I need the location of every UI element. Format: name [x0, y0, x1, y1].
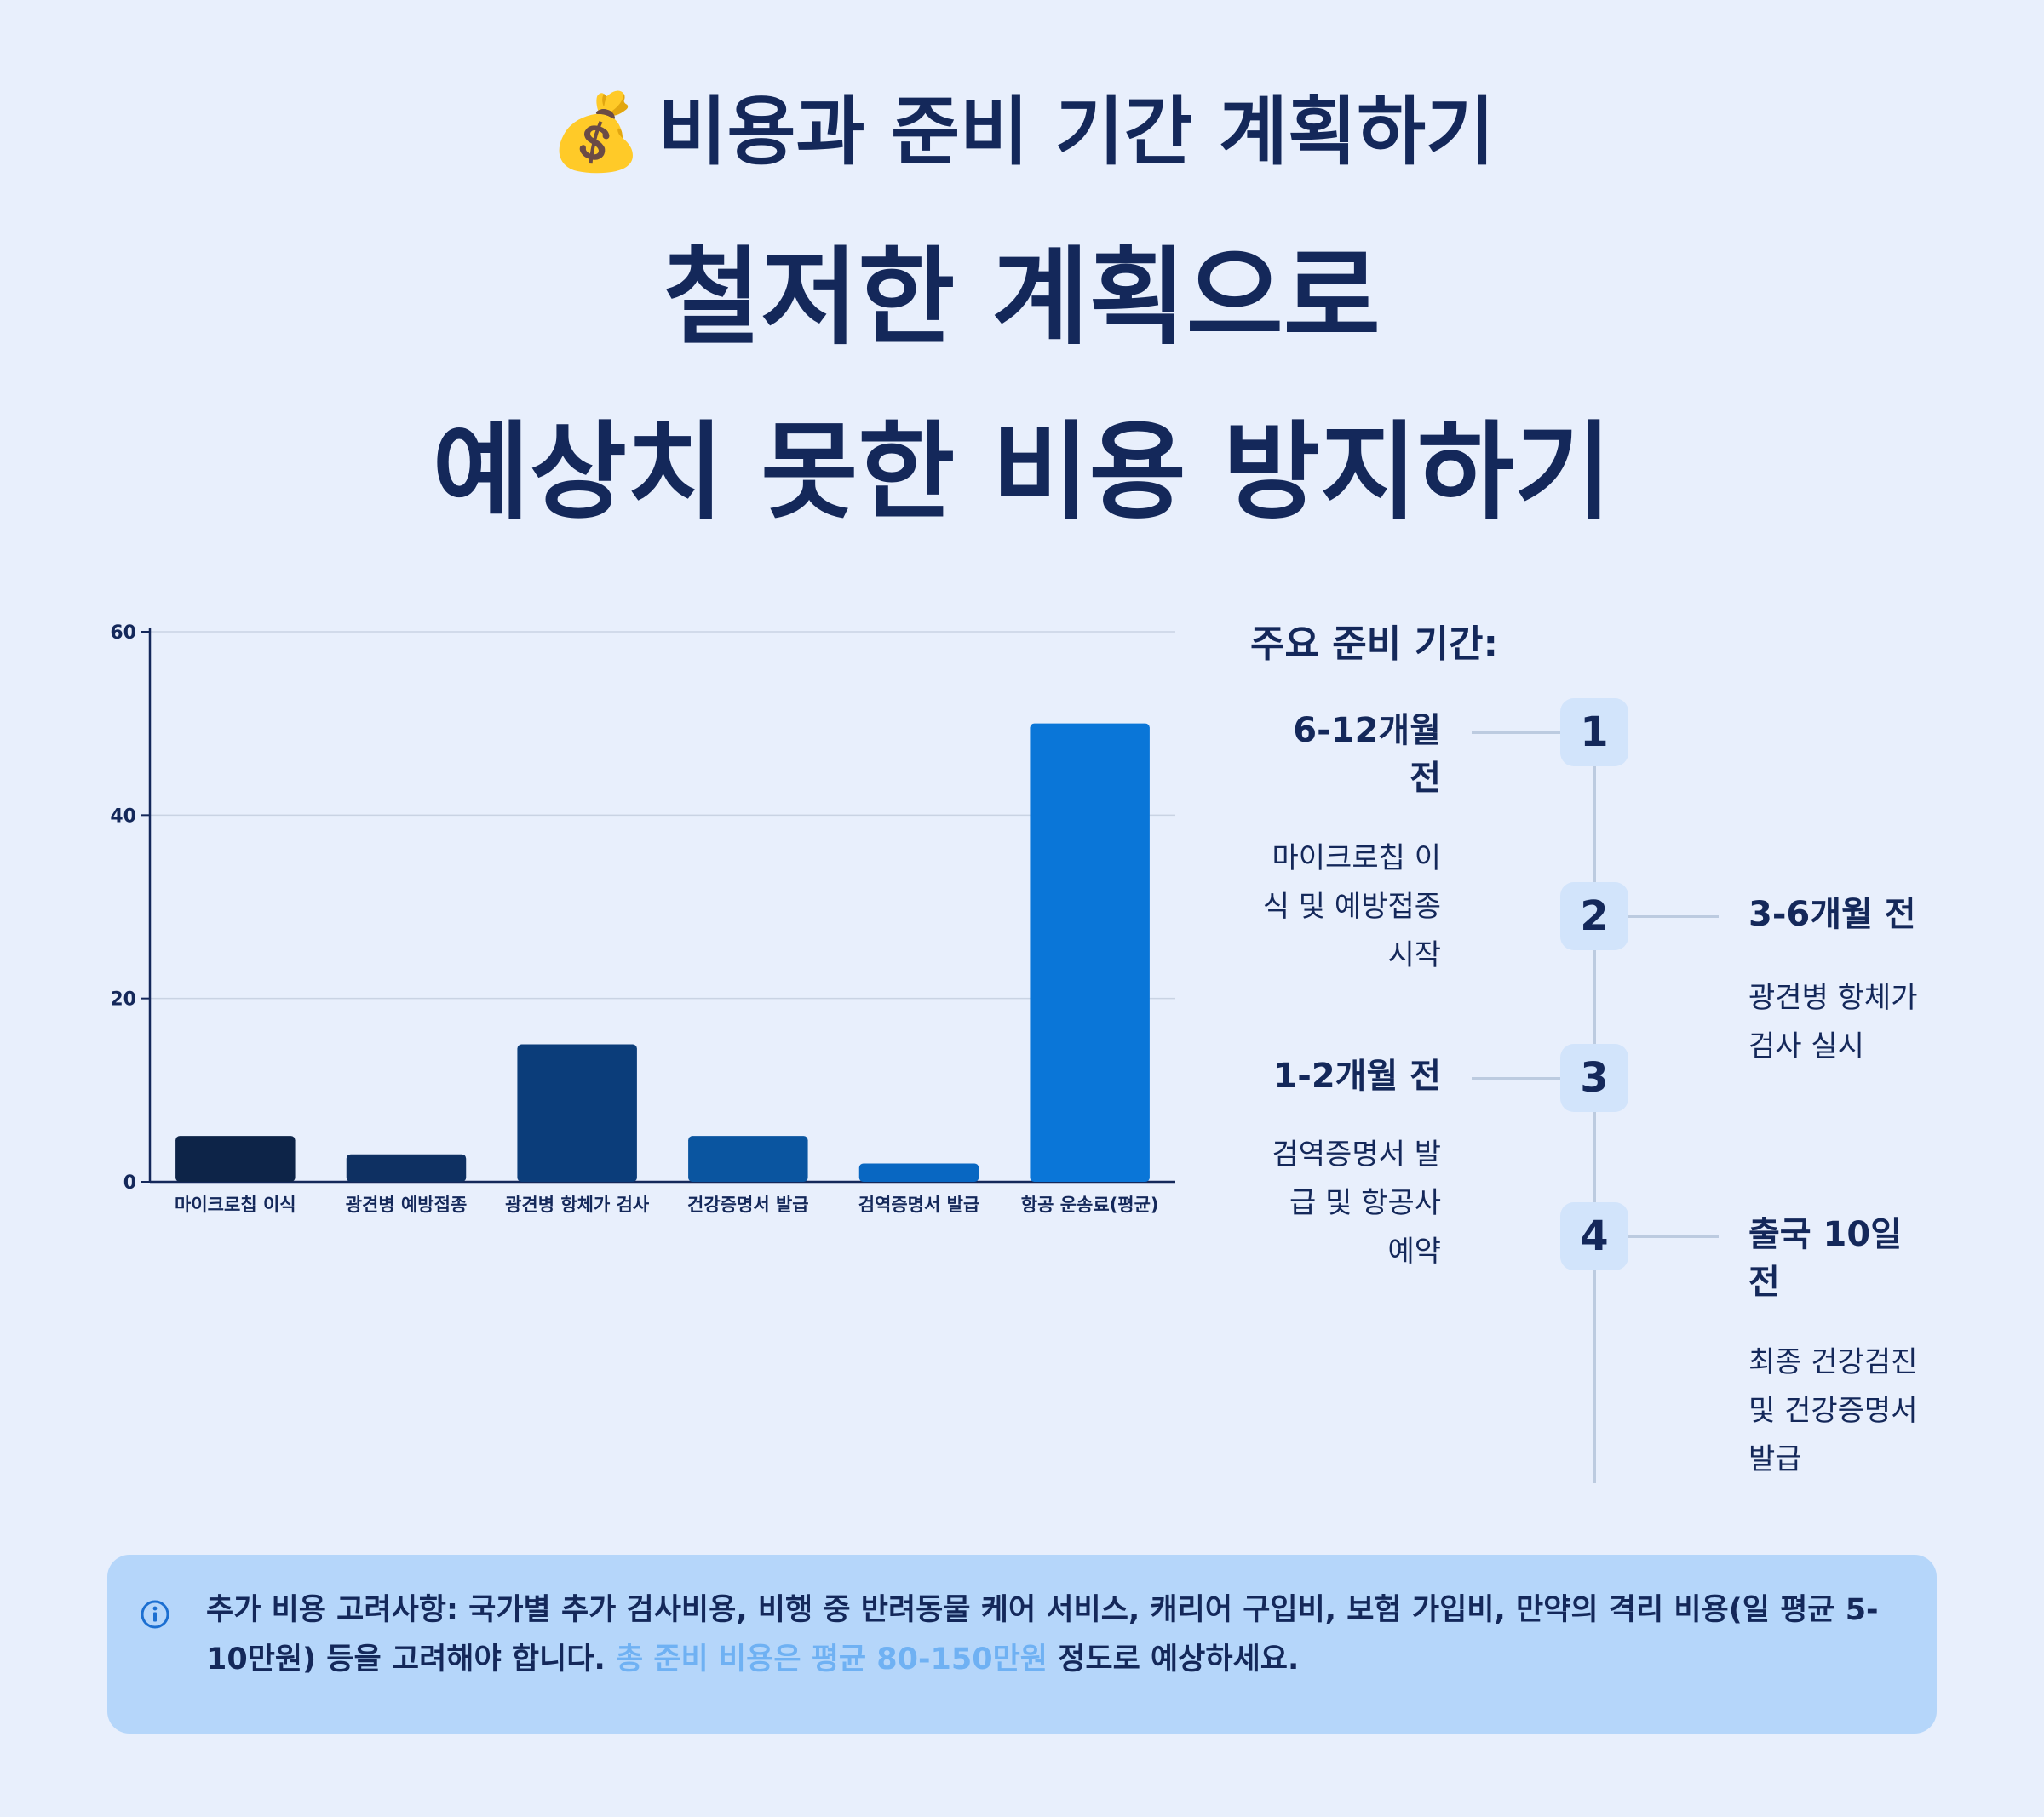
- info-tail: 정도로 예상하세요.: [1048, 1642, 1300, 1677]
- y-tick-label: 20: [110, 989, 136, 1011]
- timeline-step-title-line: 1-2개월 전: [1273, 1057, 1441, 1096]
- timeline-step-number: 1: [1560, 698, 1628, 766]
- timeline-step-description-line: 최종 건강검진: [1748, 1345, 1918, 1379]
- subtitle: 💰 비용과 준비 기간 계획하기: [0, 81, 2044, 183]
- timeline-step-description-line: 식 및 예방접종: [1262, 890, 1441, 924]
- page-title-line-1: 철저한 계획으로: [663, 237, 1381, 359]
- x-category-label: 광견병 예방접종: [346, 1195, 468, 1215]
- timeline-step-description-line: 및 건강증명서: [1748, 1394, 1918, 1428]
- bar: [517, 1044, 637, 1182]
- cost-bar-chart: 0 20 40 60 마이크로칩 이식 광견병 예방접종 광견병 항체가 검사 건강증명서 발…: [110, 622, 1175, 1215]
- page-title-line-2: 예상치 못한 비용 방지하기: [432, 411, 1612, 534]
- timeline-step-description-line: 마이크로칩 이: [1272, 841, 1442, 875]
- timeline-step-description-line: 급 및 항공사: [1289, 1186, 1441, 1220]
- timeline-step-title-line: 3-6개월 전: [1748, 895, 1916, 934]
- bar: [175, 1136, 296, 1182]
- chart-axes: [141, 628, 1175, 1184]
- chart-gridlines: [150, 631, 1175, 1000]
- info-body: 추가 비용 고려사항: 국가별 추가 검사비용, 비행 중 반려동물 케어 서비…: [206, 1593, 1879, 1677]
- timeline-step-description-line: 시작: [1387, 938, 1441, 972]
- info-callout: 추가 비용 고려사항: 국가별 추가 검사비용, 비행 중 반려동물 케어 서비…: [107, 1555, 1937, 1734]
- timeline-connector: [1472, 1077, 1560, 1080]
- timeline-step-description-line: 검사 실시: [1748, 1029, 1864, 1063]
- info-highlight: 총 준비 비용은 평균 80-150만원: [615, 1642, 1048, 1677]
- timeline-step-title-line: 전: [1748, 1263, 1780, 1302]
- money-bag-icon: 💰: [548, 88, 643, 175]
- y-tick-label: 0: [123, 1172, 136, 1194]
- chart-bars: [175, 723, 1150, 1182]
- timeline-step-number: 4: [1560, 1202, 1628, 1270]
- timeline-step-description-line: 광견병 항체가: [1748, 981, 1918, 1015]
- chart-labels: 0 20 40 60 마이크로칩 이식 광견병 예방접종 광견병 항체가 검사 건강증명서 발…: [110, 622, 1158, 1215]
- timeline-step-number: 2: [1560, 882, 1628, 950]
- bar: [688, 1136, 808, 1182]
- timeline-connector: [1628, 915, 1719, 918]
- timeline-step-title: 3-6개월 전: [1748, 891, 2004, 938]
- y-tick-label: 60: [110, 622, 136, 644]
- subtitle-text: 비용과 준비 기간 계획하기: [657, 88, 1496, 175]
- info-text: 추가 비용 고려사항: 국가별 추가 검사비용, 비행 중 반려동물 케어 서비…: [206, 1585, 1901, 1684]
- timeline-step-title-line: 출국 10일: [1748, 1215, 1902, 1254]
- timeline-step-description-line: 검역증명서 발: [1272, 1138, 1442, 1172]
- timeline-step-number: 3: [1560, 1044, 1628, 1112]
- timeline-step-description-line: 발급: [1748, 1442, 1802, 1476]
- bar: [858, 1163, 979, 1182]
- timeline-connector: [1472, 731, 1560, 734]
- timeline-step-title-line: 전: [1410, 759, 1441, 798]
- timeline-heading: 주요 준비 기간:: [1250, 622, 1499, 666]
- timeline-step-title: 1-2개월 전: [1192, 1052, 1441, 1100]
- x-category-label: 광견병 항체가 검사: [505, 1195, 650, 1215]
- x-category-label: 마이크로칩 이식: [175, 1195, 296, 1215]
- timeline-step-title-line: 6-12개월: [1293, 711, 1441, 750]
- info-circle-icon: [141, 1600, 169, 1629]
- x-category-label: 항공 운송료(평균): [1021, 1195, 1159, 1215]
- bar: [346, 1154, 467, 1182]
- x-category-label: 건강증명서 발급: [687, 1195, 809, 1215]
- bar: [1030, 723, 1150, 1182]
- timeline-step-description-line: 예약: [1387, 1235, 1441, 1269]
- x-category-label: 검역증명서 발급: [858, 1195, 980, 1215]
- timeline-connector: [1628, 1235, 1719, 1238]
- y-tick-label: 40: [110, 805, 136, 827]
